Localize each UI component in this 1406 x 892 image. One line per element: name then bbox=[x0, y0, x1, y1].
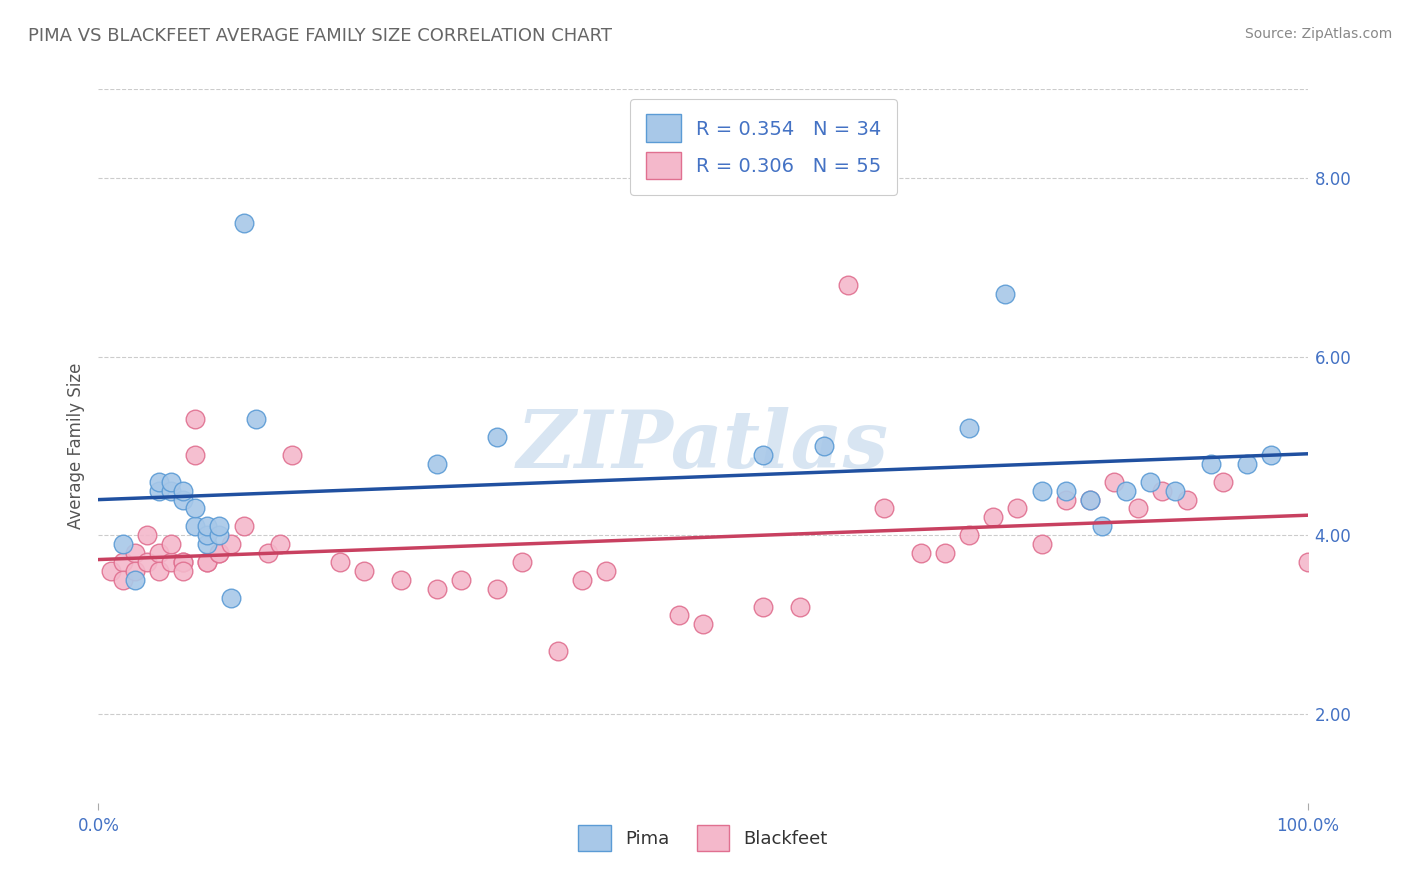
Text: PIMA VS BLACKFEET AVERAGE FAMILY SIZE CORRELATION CHART: PIMA VS BLACKFEET AVERAGE FAMILY SIZE CO… bbox=[28, 27, 612, 45]
Point bbox=[208, 546, 231, 560]
Point bbox=[172, 555, 194, 569]
Point bbox=[172, 555, 194, 569]
Legend: Pima, Blackfeet: Pima, Blackfeet bbox=[571, 818, 835, 858]
Point bbox=[124, 573, 146, 587]
Point bbox=[184, 501, 207, 516]
Point bbox=[281, 448, 304, 462]
Point bbox=[668, 608, 690, 623]
Point bbox=[934, 546, 956, 560]
Point bbox=[172, 483, 194, 498]
Point bbox=[1078, 492, 1101, 507]
Point bbox=[957, 528, 980, 542]
Point bbox=[1031, 537, 1053, 551]
Point bbox=[353, 564, 375, 578]
Point bbox=[571, 573, 593, 587]
Point bbox=[135, 555, 157, 569]
Point bbox=[184, 412, 207, 426]
Point bbox=[208, 546, 231, 560]
Point bbox=[547, 644, 569, 658]
Point bbox=[208, 528, 231, 542]
Text: ZIPatlas: ZIPatlas bbox=[517, 408, 889, 484]
Point bbox=[1128, 501, 1150, 516]
Point bbox=[184, 519, 207, 533]
Point bbox=[957, 421, 980, 435]
Point bbox=[256, 546, 278, 560]
Point bbox=[1212, 475, 1234, 489]
Point bbox=[1054, 492, 1077, 507]
Point bbox=[124, 546, 146, 560]
Point bbox=[1115, 483, 1137, 498]
Point bbox=[450, 573, 472, 587]
Point bbox=[389, 573, 412, 587]
Point bbox=[981, 510, 1004, 524]
Point bbox=[789, 599, 811, 614]
Point bbox=[837, 278, 859, 293]
Point bbox=[160, 537, 183, 551]
Point bbox=[172, 492, 194, 507]
Point bbox=[1078, 492, 1101, 507]
Point bbox=[1260, 448, 1282, 462]
Point bbox=[124, 564, 146, 578]
Point bbox=[148, 546, 170, 560]
Point bbox=[232, 216, 254, 230]
Point bbox=[486, 430, 509, 444]
Point bbox=[148, 483, 170, 498]
Point bbox=[111, 537, 134, 551]
Point bbox=[232, 519, 254, 533]
Point bbox=[1296, 555, 1319, 569]
Point bbox=[595, 564, 617, 578]
Point bbox=[208, 519, 231, 533]
Point bbox=[1139, 475, 1161, 489]
Point bbox=[111, 573, 134, 587]
Point bbox=[426, 582, 449, 596]
Point bbox=[1054, 483, 1077, 498]
Point bbox=[111, 555, 134, 569]
Point bbox=[195, 528, 218, 542]
Point bbox=[221, 591, 243, 605]
Point bbox=[1236, 457, 1258, 471]
Point bbox=[486, 582, 509, 596]
Point bbox=[195, 555, 218, 569]
Point bbox=[1163, 483, 1185, 498]
Point bbox=[135, 528, 157, 542]
Point bbox=[510, 555, 533, 569]
Point bbox=[1175, 492, 1198, 507]
Point bbox=[172, 564, 194, 578]
Point bbox=[184, 448, 207, 462]
Point bbox=[752, 448, 775, 462]
Point bbox=[160, 555, 183, 569]
Point bbox=[148, 475, 170, 489]
Point bbox=[195, 519, 218, 533]
Point bbox=[910, 546, 932, 560]
Point bbox=[994, 287, 1017, 301]
Point bbox=[1152, 483, 1174, 498]
Text: Source: ZipAtlas.com: Source: ZipAtlas.com bbox=[1244, 27, 1392, 41]
Point bbox=[269, 537, 291, 551]
Point bbox=[329, 555, 352, 569]
Point bbox=[1199, 457, 1222, 471]
Point bbox=[160, 475, 183, 489]
Point bbox=[1007, 501, 1029, 516]
Point bbox=[195, 555, 218, 569]
Point bbox=[221, 537, 243, 551]
Point bbox=[813, 439, 835, 453]
Point bbox=[100, 564, 122, 578]
Y-axis label: Average Family Size: Average Family Size bbox=[66, 363, 84, 529]
Point bbox=[1102, 475, 1125, 489]
Point bbox=[692, 617, 714, 632]
Point bbox=[148, 564, 170, 578]
Point bbox=[1091, 519, 1114, 533]
Point bbox=[426, 457, 449, 471]
Point bbox=[752, 599, 775, 614]
Point bbox=[160, 483, 183, 498]
Point bbox=[245, 412, 267, 426]
Point bbox=[873, 501, 896, 516]
Point bbox=[1031, 483, 1053, 498]
Point bbox=[195, 537, 218, 551]
